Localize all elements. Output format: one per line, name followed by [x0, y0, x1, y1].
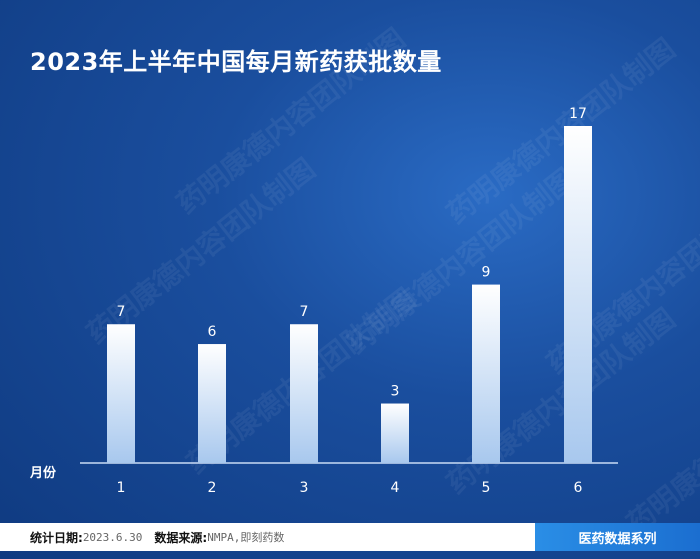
data-label: 7	[300, 304, 309, 320]
x-tick-label: 5	[482, 480, 491, 496]
bar-month-6	[564, 126, 592, 463]
chart-title: 2023年上半年中国每月新药获批数量	[30, 48, 442, 76]
x-tick-label: 3	[300, 480, 309, 496]
date-value: 2023.6.30	[82, 530, 143, 544]
bar-month-3	[290, 324, 318, 463]
data-label: 6	[208, 324, 217, 340]
series-badge: 医药数据系列	[535, 523, 700, 551]
x-tick-label: 2	[208, 480, 217, 496]
data-label: 3	[391, 384, 400, 400]
data-label: 9	[482, 265, 491, 281]
bar-month-5	[472, 284, 500, 463]
date-label: 统计日期:	[30, 530, 83, 545]
bar-month-4	[381, 403, 409, 463]
x-tick-label: 4	[391, 480, 400, 496]
footer-bar: 统计日期: 2023.6.30 数据来源: NMPA,即刻药数 医药数据系列	[0, 523, 700, 551]
x-axis-label: 月份	[29, 465, 57, 481]
x-tick-label: 6	[574, 480, 583, 496]
source-label: 数据来源:	[154, 530, 208, 545]
bar-month-1	[107, 324, 135, 463]
x-tick-label: 1	[117, 480, 126, 496]
bar-month-2	[198, 344, 226, 463]
data-label: 17	[569, 106, 587, 122]
data-label: 7	[117, 304, 126, 320]
source-value: NMPA,即刻药数	[207, 531, 285, 544]
